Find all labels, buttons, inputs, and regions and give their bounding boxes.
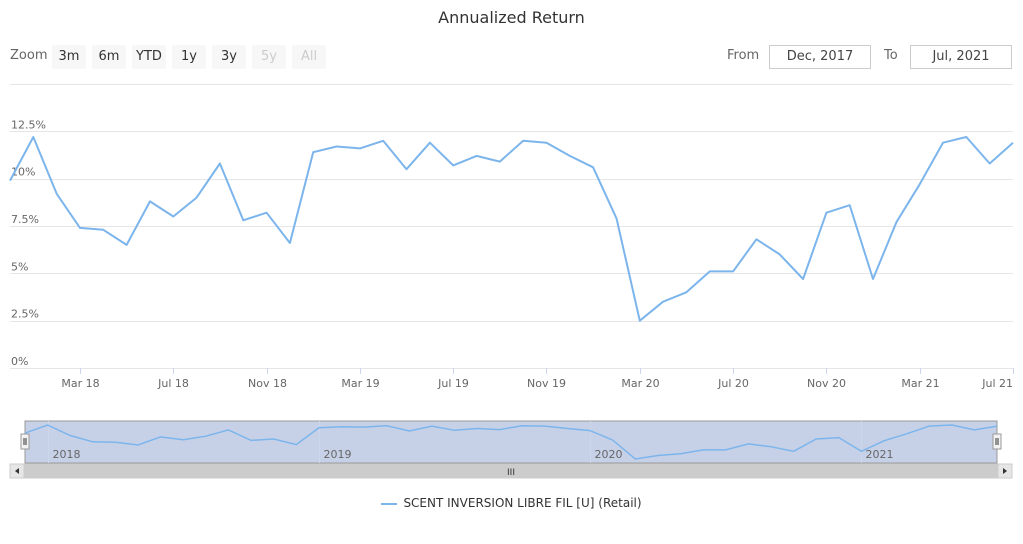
range-from-label: From [727, 48, 760, 63]
navigator-left-handle[interactable] [20, 433, 30, 450]
x-tick-label: Jul 19 [437, 377, 469, 390]
legend[interactable]: SCENT INVERSION LIBRE FIL [U] (Retail) [0, 496, 1023, 510]
zoom-6m-button[interactable]: 6m [92, 45, 126, 69]
y-tick-label: 0% [11, 355, 28, 368]
navigator-year-label: 2020 [595, 448, 623, 461]
x-tick-label: Mar 21 [901, 377, 939, 390]
navigator-year-labels: 2018 2019 2020 2021 [48, 421, 894, 463]
scrollbar[interactable]: III [9, 463, 1013, 479]
navigator-right-handle[interactable] [992, 433, 1002, 450]
navigator[interactable]: 2018 2019 2020 2021 [20, 420, 1002, 464]
navigator-year-label: 2021 [866, 448, 894, 461]
x-tick-label: Nov 19 [527, 377, 566, 390]
scrollbar-thumb-grip-icon: III [507, 468, 515, 478]
y-tick-label: 2.5% [11, 308, 39, 321]
x-tick-label: Jul 18 [157, 377, 189, 390]
legend-swatch [381, 502, 398, 505]
x-tick-label: Mar 19 [341, 377, 379, 390]
x-tick-label: Nov 18 [248, 377, 287, 390]
x-tick-label: Nov 20 [807, 377, 846, 390]
chart-title: Annualized Return [438, 8, 585, 27]
zoom-3m-button[interactable]: 3m [52, 45, 86, 69]
series-line [9, 136, 1014, 322]
range-from-input[interactable]: Dec, 2017 [769, 45, 871, 69]
y-tick-label: 7.5% [11, 213, 39, 226]
y-gridlines [10, 84, 1013, 369]
zoom-label: Zoom [10, 48, 48, 63]
x-tick-label: Jul 20 [717, 377, 749, 390]
zoom-3y-button[interactable]: 3y [212, 45, 246, 69]
scrollbar-right-arrow-icon [1003, 468, 1007, 474]
y-tick-labels: 0%2.5%5%7.5%10%12.5% [11, 118, 46, 368]
navigator-year-label: 2019 [324, 448, 352, 461]
legend-series-name: SCENT INVERSION LIBRE FIL [U] (Retail) [403, 496, 642, 510]
scrollbar-thumb[interactable] [24, 463, 998, 479]
x-tick-labels: Mar 18 Jul 18 Nov 18 Mar 19 Jul 19 Nov 19 Mar … [61, 368, 1014, 390]
zoom-all-button: All [292, 45, 326, 69]
range-to-label: To [884, 48, 898, 63]
y-tick-label: 12.5% [11, 118, 46, 131]
zoom-ytd-button[interactable]: YTD [132, 45, 166, 69]
zoom-1y-button[interactable]: 1y [172, 45, 206, 69]
x-tick-label: Mar 20 [621, 377, 659, 390]
navigator-series-line [24, 424, 998, 460]
zoom-5y-button: 5y [252, 45, 286, 69]
range-to-input[interactable]: Jul, 2021 [910, 45, 1012, 69]
y-tick-label: 5% [11, 260, 28, 273]
navigator-year-label: 2018 [53, 448, 81, 461]
x-tick-label: Jul 21 [981, 377, 1013, 390]
x-tick-label: Mar 18 [61, 377, 99, 390]
scrollbar-left-arrow-icon [15, 468, 19, 474]
